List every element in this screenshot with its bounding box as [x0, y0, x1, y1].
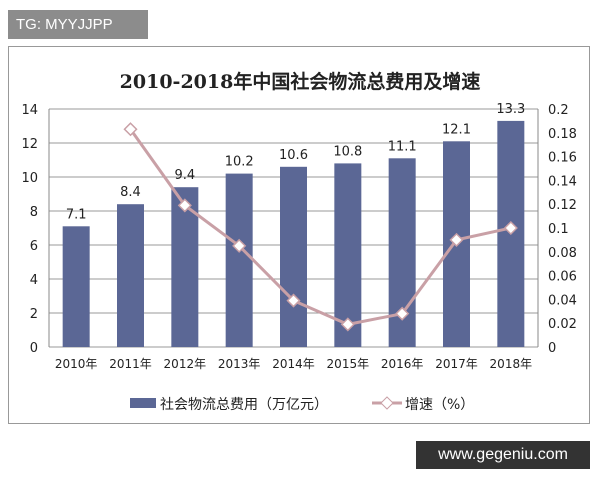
y-right-tick: 0.18	[548, 127, 577, 142]
bar	[334, 163, 362, 347]
growth-point	[449, 232, 464, 247]
x-tick: 2011年	[109, 357, 152, 371]
growth-point	[286, 293, 301, 308]
legend-bar-label: 社会物流总费用（万亿元）	[160, 397, 328, 413]
x-tick: 2013年	[218, 357, 261, 371]
growth-point	[123, 122, 138, 137]
x-tick: 2012年	[164, 357, 207, 371]
y-right-tick: 0.02	[548, 317, 577, 332]
legend-line-label: 增速（%）	[405, 397, 474, 413]
growth-point	[340, 317, 355, 332]
y-right-tick: 0.14	[548, 174, 577, 189]
y-left-tick: 10	[21, 171, 38, 186]
y-right-tick: 0.12	[548, 198, 577, 213]
growth-point	[177, 198, 192, 213]
y-right-tick: 0	[548, 341, 556, 356]
x-tick: 2014年	[272, 357, 315, 371]
y-right-tick: 0.06	[548, 270, 577, 285]
bar-label: 11.1	[388, 139, 417, 154]
y-left-tick: 8	[30, 205, 38, 220]
legend-bar-swatch	[130, 398, 156, 408]
growth-line	[129, 128, 512, 326]
y-left-tick: 0	[30, 341, 38, 356]
y-left-tick: 6	[30, 239, 38, 254]
bar-label: 10.2	[225, 155, 254, 170]
bar	[117, 204, 144, 347]
y-right-tick: 0.16	[548, 151, 577, 166]
x-tick: 2015年	[327, 357, 370, 371]
x-tick: 2016年	[381, 357, 424, 371]
y-left-tick: 14	[21, 103, 38, 118]
bar	[62, 226, 90, 347]
y-right-tick: 0.1	[548, 222, 569, 237]
bar-label: 8.4	[120, 185, 141, 200]
y-right-tick: 0.08	[548, 246, 577, 261]
bar	[280, 166, 307, 347]
bar-label: 9.4	[174, 168, 195, 183]
x-tick: 2018年	[490, 357, 533, 371]
growth-point	[395, 306, 410, 321]
y-right-tick: 0.04	[548, 293, 577, 308]
y-left-tick: 12	[21, 137, 38, 152]
x-tick: 2010年	[55, 357, 98, 371]
bar-label: 10.6	[279, 148, 308, 163]
growth-point	[232, 238, 247, 253]
bar-label: 7.1	[66, 207, 87, 222]
bar-label: 13.3	[496, 102, 525, 117]
y-right-tick: 0.2	[548, 103, 569, 118]
bar-label: 12.1	[442, 122, 471, 137]
growth-point	[503, 220, 518, 236]
chart-frame	[8, 46, 590, 424]
bar	[225, 173, 253, 347]
y-left-tick: 4	[30, 273, 38, 288]
chart-title: 2010-2018年中国社会物流总费用及增速	[120, 70, 481, 93]
watermark: TG: MYYJJPP	[8, 10, 148, 39]
legend-line-marker	[380, 396, 394, 410]
bar-label: 10.8	[333, 144, 362, 159]
site-watermark: www.gegeniu.com	[416, 441, 590, 469]
x-tick: 2017年	[435, 357, 478, 371]
y-left-tick: 2	[30, 307, 38, 322]
